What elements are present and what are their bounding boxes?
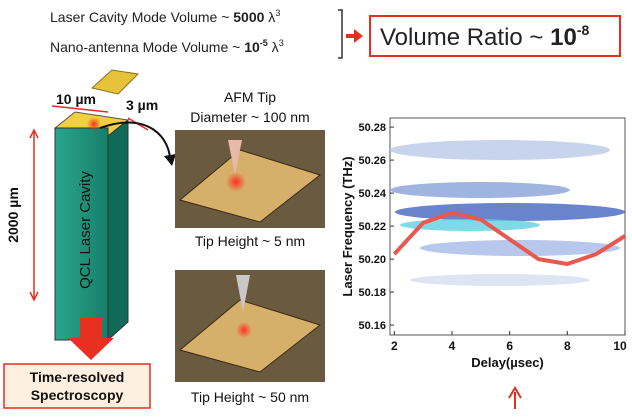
contour-plot: [390, 118, 625, 335]
hotspot: [87, 117, 101, 131]
y-tick-label: 50.24: [358, 188, 386, 200]
text: -8: [577, 22, 590, 38]
arrow: [509, 388, 521, 409]
connector-head: [164, 154, 176, 166]
text: 10: [550, 24, 577, 51]
depth-label: 3 µm: [126, 97, 158, 113]
output-label: Time-resolved: [30, 369, 125, 385]
text: 3: [279, 38, 284, 48]
contour-band: [390, 182, 570, 198]
volume-ratio: Volume Ratio ~ 10-8: [380, 22, 589, 51]
text: λ: [268, 39, 279, 55]
tips-diameter: Diameter ~ 100 nm: [190, 109, 309, 125]
x-tick-label: 4: [449, 339, 456, 353]
bracket: [338, 10, 342, 58]
width-label: 10 µm: [56, 91, 96, 107]
tips-title: AFM Tip: [224, 89, 276, 105]
figure: Laser Cavity Mode Volume ~ 5000 λ3 Nano-…: [0, 0, 632, 412]
text: Laser Cavity Mode Volume ~: [50, 9, 233, 25]
x-axis-label: Delay(µsec): [471, 355, 544, 370]
output-label: Spectroscopy: [31, 387, 124, 403]
y-tick-label: 50.18: [358, 287, 386, 299]
cavity-label: QCL Laser Cavity: [77, 171, 94, 289]
x-tick-label: 8: [564, 339, 571, 353]
text: 10: [244, 39, 260, 55]
text: λ: [264, 9, 275, 25]
y-tick-label: 50.26: [358, 155, 386, 167]
hotspot: [236, 322, 252, 338]
cavity-side: [108, 120, 128, 340]
cantilever: [92, 70, 138, 94]
height-label: 2000 µm: [5, 187, 21, 243]
y-tick-label: 50.28: [358, 122, 386, 134]
text: 3: [275, 8, 280, 18]
y-axis-label: Laser Frequency (THz): [340, 156, 355, 296]
text: -5: [260, 38, 268, 48]
text: Nano-antenna Mode Volume ~: [50, 39, 244, 55]
contour-band: [395, 203, 625, 221]
tip-height: Tip Height ~ 50 nm: [191, 389, 309, 405]
cavity-volume: Laser Cavity Mode Volume ~ 5000 λ3: [50, 8, 280, 25]
x-tick-label: 2: [391, 339, 398, 353]
y-tick-label: 50.20: [358, 254, 386, 266]
y-tick-label: 50.22: [358, 221, 386, 233]
text: Volume Ratio ~: [380, 24, 550, 51]
arrow: [346, 29, 363, 43]
contour-band: [390, 140, 610, 160]
x-tick-label: 6: [506, 339, 513, 353]
hotspot: [226, 172, 246, 192]
tip-height: Tip Height ~ 5 nm: [195, 233, 305, 249]
y-tick-label: 50.16: [358, 320, 386, 332]
antenna-volume: Nano-antenna Mode Volume ~ 10-5 λ3: [50, 38, 284, 55]
text: 5000: [233, 9, 264, 25]
contour-band: [410, 274, 590, 286]
x-tick-label: 10: [613, 339, 627, 353]
dimension-arrow: [30, 130, 38, 300]
